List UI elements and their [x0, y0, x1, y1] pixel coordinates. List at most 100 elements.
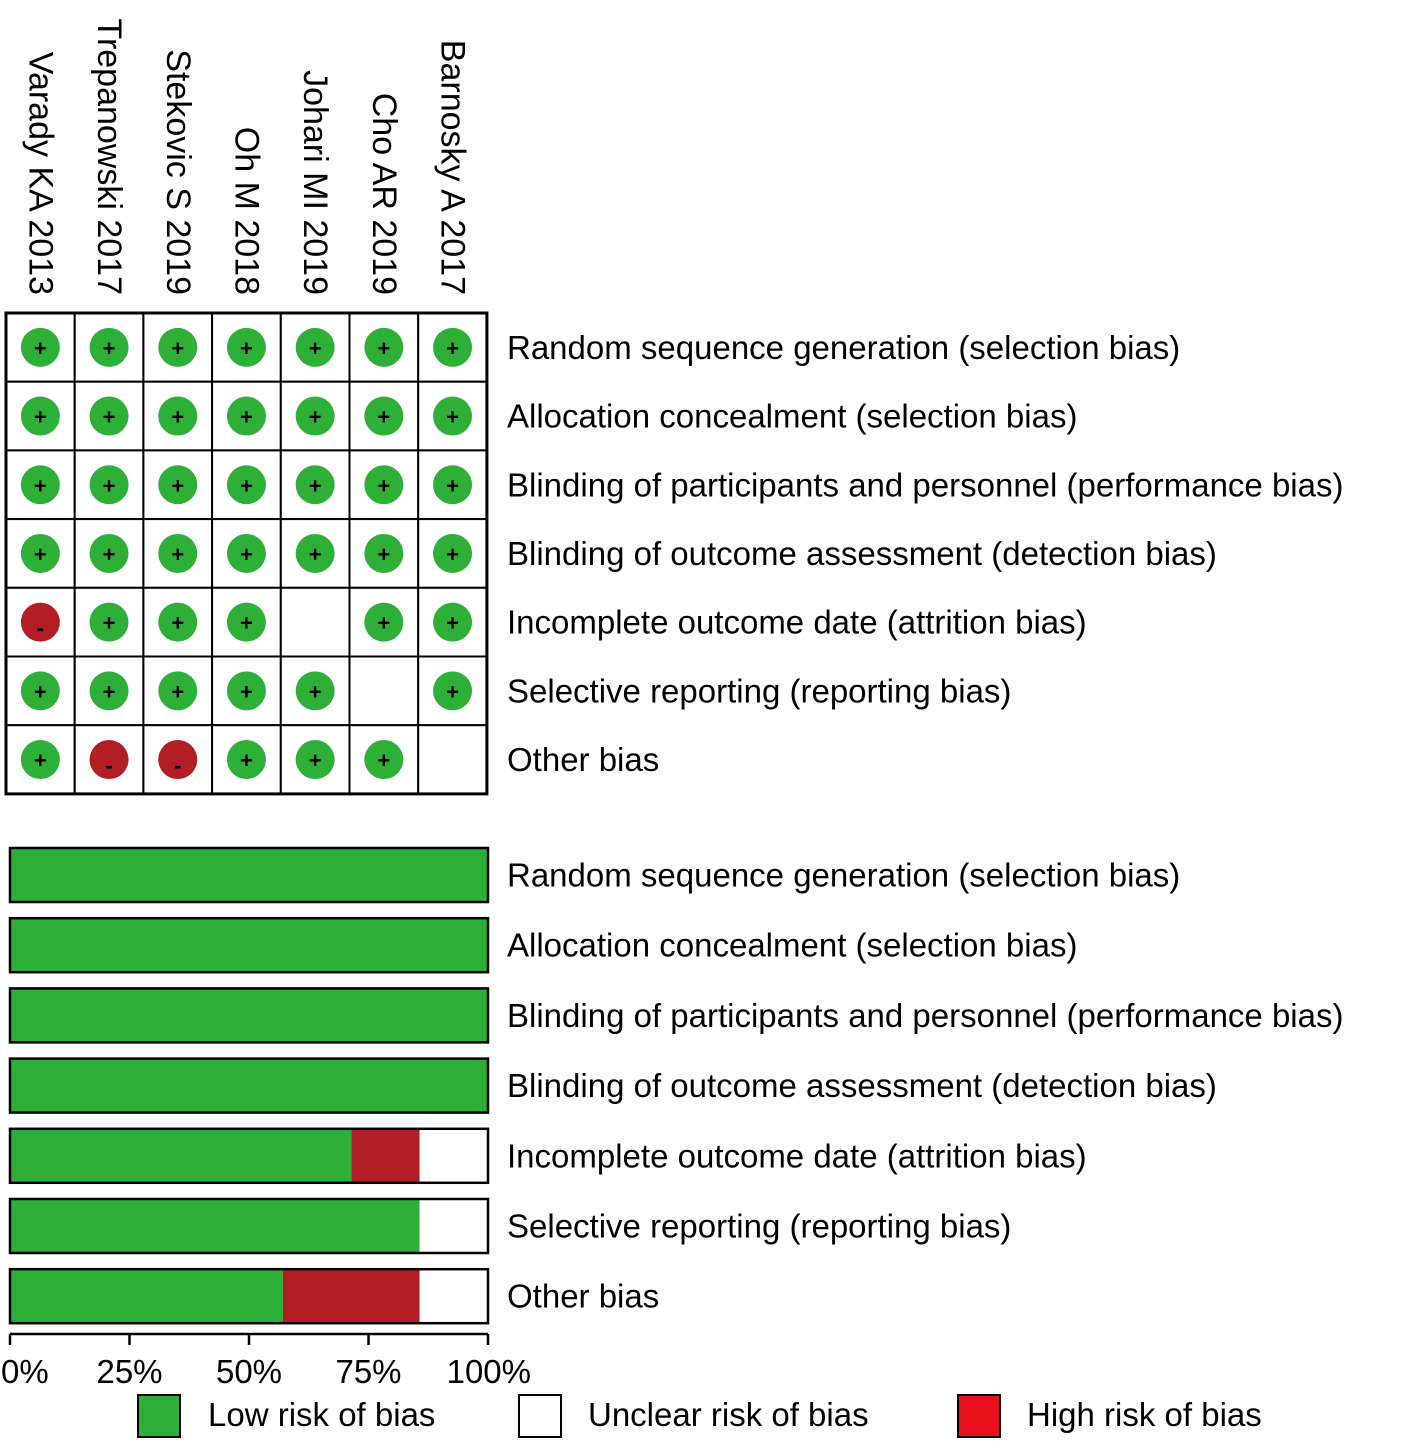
plus-symbol: + — [446, 473, 459, 498]
low-risk-dot — [158, 602, 198, 642]
plus-symbol: + — [309, 679, 322, 704]
bar-unclear — [419, 1128, 488, 1183]
low-risk-dot — [433, 465, 473, 505]
bar-outline — [8, 1267, 490, 1325]
low-risk-dot — [295, 327, 335, 367]
low-risk-dot — [364, 465, 404, 505]
bar-unclear — [419, 1199, 488, 1253]
grid-cell — [211, 518, 282, 589]
bar-low — [10, 848, 488, 902]
low-risk-dot — [295, 533, 335, 573]
plus-symbol: + — [377, 405, 390, 430]
bar-outline — [8, 846, 490, 904]
x-tick-label: 50% — [216, 1353, 282, 1390]
low-risk-dot — [89, 533, 129, 573]
low-risk-dot — [364, 740, 404, 780]
low-risk-dot — [433, 533, 473, 573]
plus-symbol: + — [377, 611, 390, 636]
low-risk-dot — [433, 396, 473, 436]
low-risk-dot — [226, 396, 266, 436]
plus-symbol: + — [377, 748, 390, 773]
low-risk-dot — [158, 327, 198, 367]
plus-symbol: + — [103, 405, 116, 430]
low-risk-dot — [226, 533, 266, 573]
minus-symbol: - — [37, 616, 44, 641]
bar-outline — [8, 1057, 490, 1114]
x-tick-label: 0% — [1, 1353, 49, 1390]
plus-symbol: + — [446, 405, 459, 430]
plus-symbol: + — [240, 611, 253, 636]
plus-symbol: + — [377, 336, 390, 361]
plus-symbol: + — [446, 336, 459, 361]
low-risk-dot — [433, 671, 473, 711]
low-risk-dot — [364, 396, 404, 436]
risk-of-bias-graph: Random sequence generation (selection bi… — [1, 846, 1343, 1390]
grid-cell — [417, 518, 488, 589]
plus-symbol: + — [240, 405, 253, 430]
study-label: Johari MI 2019 — [296, 70, 334, 295]
bar-low — [10, 1269, 283, 1324]
plus-symbol: + — [240, 542, 253, 567]
study-label: Varady KA 2013 — [21, 52, 59, 295]
bar-category-label: Blinding of outcome assessment (detectio… — [507, 1067, 1217, 1104]
bar-outline — [8, 1197, 490, 1255]
bar-category-label: Allocation concealment (selection bias) — [507, 927, 1077, 964]
risk-of-bias-summary: Varady KA 2013 Trepanowski 2017 Stekovic S… — [4, 18, 1343, 796]
study-label: Trepanowski 2017 — [90, 18, 128, 295]
low-risk-dot — [89, 465, 129, 505]
low-risk-dot — [89, 671, 129, 711]
plus-symbol: + — [240, 679, 253, 704]
bar-outline — [8, 916, 490, 974]
plus-symbol: + — [103, 679, 116, 704]
bar-high — [282, 1269, 420, 1324]
low-risk-dot — [226, 740, 266, 780]
study-label: Barnosky A 2017 — [434, 40, 472, 295]
plus-symbol: + — [240, 336, 253, 361]
x-tick-label: 100% — [447, 1353, 531, 1390]
x-tick-label: 25% — [96, 1353, 162, 1390]
x-tick-label: 75% — [335, 1353, 401, 1390]
bar-low — [10, 1058, 488, 1113]
plus-symbol: + — [171, 473, 184, 498]
plus-symbol: + — [446, 679, 459, 704]
low-risk-dot — [364, 602, 404, 642]
plus-symbol: + — [240, 473, 253, 498]
plus-symbol: + — [309, 473, 322, 498]
bar-outline — [8, 987, 490, 1044]
domain-label: Allocation concealment (selection bias) — [507, 398, 1077, 435]
low-risk-dot — [158, 465, 198, 505]
plus-symbol: + — [171, 542, 184, 567]
bar-low — [10, 1199, 420, 1253]
low-risk-dot — [158, 671, 198, 711]
plus-symbol: + — [309, 542, 322, 567]
low-risk-dot — [20, 671, 60, 711]
plus-symbol: + — [103, 542, 116, 567]
low-risk-dot — [158, 396, 198, 436]
bar-high — [351, 1128, 420, 1183]
low-risk-dot — [20, 396, 60, 436]
low-risk-dot — [226, 602, 266, 642]
low-risk-dot — [20, 327, 60, 367]
summary-border — [4, 311, 489, 796]
bar-category-label: Random sequence generation (selection bi… — [507, 857, 1180, 894]
low-risk-dot — [295, 740, 335, 780]
plus-symbol: + — [240, 748, 253, 773]
low-risk-dot — [433, 327, 473, 367]
low-risk-dot — [89, 602, 129, 642]
plus-symbol: + — [446, 611, 459, 636]
low-risk-dot — [158, 533, 198, 573]
plus-symbol: + — [34, 336, 47, 361]
domain-label: Random sequence generation (selection bi… — [507, 329, 1180, 366]
low-risk-dot — [364, 327, 404, 367]
grid-cell — [279, 586, 351, 658]
plus-symbol: + — [103, 473, 116, 498]
grid-cell — [417, 724, 488, 795]
domain-label: Blinding of participants and personnel (… — [507, 466, 1343, 503]
legend-swatch-high — [957, 1394, 1001, 1438]
low-risk-dot — [226, 327, 266, 367]
plus-symbol: + — [171, 336, 184, 361]
bar-unclear — [419, 1269, 488, 1324]
legend: Low risk of bias Unclear risk of bias High… — [137, 1394, 1262, 1438]
low-risk-dot — [295, 671, 335, 711]
